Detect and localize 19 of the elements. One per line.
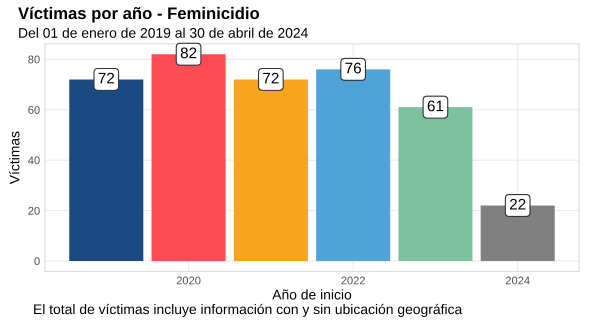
data-label: 61 [428, 100, 444, 112]
data-label: 22 [510, 198, 526, 210]
x-tick-label: 2024 [506, 276, 530, 284]
y-tick-label: 80 [28, 56, 40, 64]
x-tick-label: 2020 [176, 276, 201, 284]
data-label: 72 [98, 72, 114, 84]
data-label: 82 [180, 48, 196, 58]
data-label: 72 [263, 72, 279, 84]
data-label: 76 [345, 62, 361, 74]
text: El total de víctimas incluye información con y sin ubicación geográfica [34, 304, 462, 317]
chart-subtitle: Del 01 de enero de 2019 al 30 de abril de 2024 [19, 28, 308, 38]
y-tick-label: 40 [28, 156, 40, 164]
y-tick-label: 20 [28, 206, 40, 215]
y-axis-title: Víctimas [9, 132, 20, 184]
x-tick-label: 2022 [341, 276, 365, 284]
y-tick-label: 0 [34, 257, 40, 266]
x-axis-title: Año de inicio [272, 289, 352, 300]
chart-title: Víctimas por año - Feminicidio [18, 6, 260, 22]
y-tick-label: 60 [28, 106, 40, 114]
